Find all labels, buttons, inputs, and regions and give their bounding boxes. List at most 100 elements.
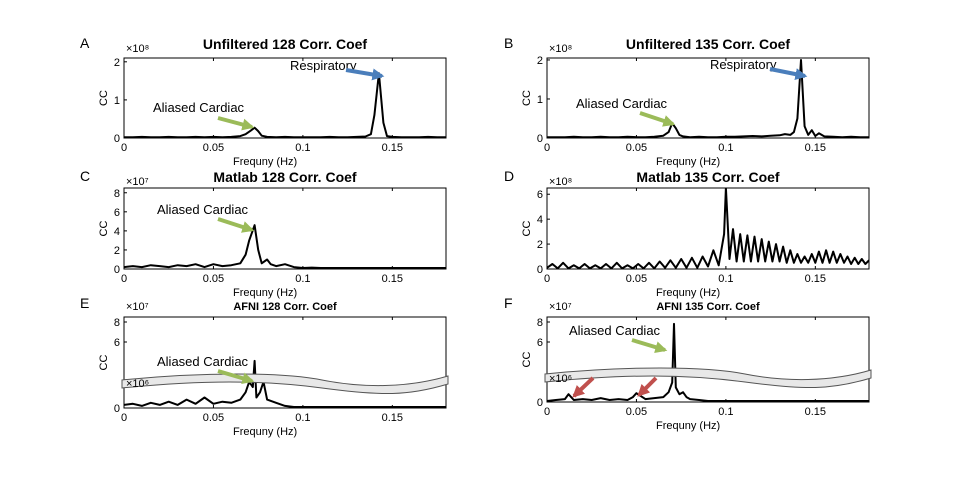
series-line	[547, 59, 869, 138]
chart-title: AFNI 128 Corr. Coef	[233, 301, 337, 313]
y-tick-label: 1	[537, 94, 543, 106]
series-line	[547, 188, 869, 269]
y-tick-label: 4	[537, 214, 543, 226]
y-axis-label: CC	[98, 221, 110, 237]
y-tick-label: 2	[537, 55, 543, 67]
y-tick-label: 6	[537, 337, 543, 349]
y-exponent: ×10⁷	[126, 176, 149, 188]
axes-frame	[123, 316, 447, 409]
annotation-arrow	[217, 217, 255, 233]
y-exponent: ×10⁷	[549, 301, 572, 313]
chart-title: Unfiltered 135 Corr. Coef	[626, 36, 790, 52]
x-tick-label: 0.15	[805, 273, 826, 285]
axis-break	[121, 373, 449, 395]
annotation-arrow	[631, 338, 668, 353]
x-tick-label: 0	[544, 142, 550, 154]
panel-letter: F	[504, 295, 513, 311]
y-tick-label: 6	[114, 337, 120, 349]
axis-break	[544, 367, 872, 389]
chart-title: Matlab 135 Corr. Coef	[636, 169, 779, 185]
y-tick-label: 0	[114, 403, 120, 415]
panel-e: E AFNI 128 Corr. Coef 0 0.05 0.1 0.15 0 6 8 ×10⁷ F…	[80, 295, 449, 438]
y-tick-label: 6	[114, 207, 120, 219]
y-tick-label: 0	[114, 133, 120, 145]
series-line	[124, 72, 446, 138]
x-axis-label: Frequny (Hz)	[656, 156, 720, 168]
panel-letter: A	[80, 35, 90, 51]
axes-frame	[546, 187, 870, 270]
y-exponent: ×10⁸	[549, 43, 572, 55]
y-axis-label: CC	[98, 355, 110, 371]
panel-letter: B	[504, 35, 513, 51]
x-tick-label: 0.1	[718, 142, 733, 154]
x-tick-label: 0	[121, 142, 127, 154]
panel-letter: C	[80, 168, 90, 184]
y-exponent: ×10⁷	[126, 301, 149, 313]
y-tick-label: 0	[114, 264, 120, 276]
annotation-arrow	[217, 369, 255, 385]
annotation-label: Aliased Cardiac	[569, 323, 661, 338]
annotation-arrow	[572, 376, 595, 398]
annotation-label: Respiratory	[710, 57, 777, 72]
axes-frame	[123, 187, 447, 270]
annotation-arrow	[639, 111, 676, 127]
annotation-label: Respiratory	[290, 58, 357, 73]
panel-a: A Unfiltered 128 Corr. Coef 0 0.05 0.1 0.15 0 1…	[80, 35, 447, 168]
annotation-arrow	[769, 67, 808, 81]
annotation-arrow	[637, 376, 658, 397]
y-exponent: ×10⁸	[549, 176, 572, 188]
series-line	[547, 322, 869, 402]
panel-b: B Unfiltered 135 Corr. Coef 0 0.05 0.1 0.15 0 1…	[504, 35, 870, 168]
x-tick-label: 0.15	[382, 273, 403, 285]
panel-letter: E	[80, 295, 89, 311]
x-tick-label: 0.15	[805, 142, 826, 154]
x-tick-label: 0.1	[718, 273, 733, 285]
annotation-arrow	[217, 116, 255, 131]
panel-c: C Matlab 128 Corr. Coef 0 0.05 0.1 0.15 0 2 4 6 8 ×…	[80, 168, 447, 299]
y-exponent: ×10⁸	[126, 43, 149, 55]
y-axis-label: CC	[521, 352, 533, 368]
annotation-label: Aliased Cardiac	[153, 100, 245, 115]
y-tick-label: 6	[537, 189, 543, 201]
y-axis-label: CC	[521, 90, 533, 106]
chart-title: AFNI 135 Corr. Coef	[656, 301, 760, 313]
y-axis-label: CC	[98, 90, 110, 106]
y-tick-label: 4	[114, 226, 120, 238]
x-tick-label: 0.1	[295, 412, 310, 424]
x-tick-label: 0.1	[295, 273, 310, 285]
panel-d: D Matlab 135 Corr. Coef 0 0.05 0.1 0.15 0 2 4 6 ×1…	[504, 168, 870, 299]
series-line	[124, 224, 446, 269]
y-exponent-lower: ×10⁶	[126, 378, 149, 390]
chart-title: Matlab 128 Corr. Coef	[213, 169, 356, 185]
y-tick-label: 8	[537, 317, 543, 329]
x-axis-label: Frequny (Hz)	[656, 420, 720, 432]
axes-frame	[123, 57, 447, 139]
x-tick-label: 0.1	[718, 406, 733, 418]
y-tick-label: 0	[537, 264, 543, 276]
y-axis-label: CC	[521, 221, 533, 237]
x-tick-label: 0.05	[203, 273, 224, 285]
annotation-label: Aliased Cardiac	[157, 202, 249, 217]
y-tick-label: 8	[114, 188, 120, 200]
x-axis-label: Frequny (Hz)	[233, 426, 297, 438]
x-tick-label: 0.05	[203, 142, 224, 154]
annotation-label: Aliased Cardiac	[576, 96, 668, 111]
x-tick-label: 0.15	[382, 142, 403, 154]
y-tick-label: 0	[537, 397, 543, 409]
x-tick-label: 0	[121, 273, 127, 285]
y-tick-label: 1	[114, 95, 120, 107]
x-tick-label: 0	[544, 406, 550, 418]
x-axis-label: Frequny (Hz)	[233, 156, 297, 168]
x-tick-label: 0.05	[203, 412, 224, 424]
annotation-arrow	[345, 68, 385, 81]
x-tick-label: 0.05	[626, 142, 647, 154]
x-tick-label: 0.05	[626, 273, 647, 285]
x-axis-label: Frequny (Hz)	[233, 287, 297, 299]
y-exponent-lower: ×10⁶	[549, 373, 572, 385]
panel-f: F AFNI 135 Corr. Coef 0 0.05 0.1 0.15 0 6 8 ×10⁷ F…	[504, 295, 872, 432]
x-tick-label: 0	[121, 412, 127, 424]
chart-title: Unfiltered 128 Corr. Coef	[203, 36, 367, 52]
x-tick-label: 0.15	[382, 412, 403, 424]
x-tick-label: 0	[544, 273, 550, 285]
